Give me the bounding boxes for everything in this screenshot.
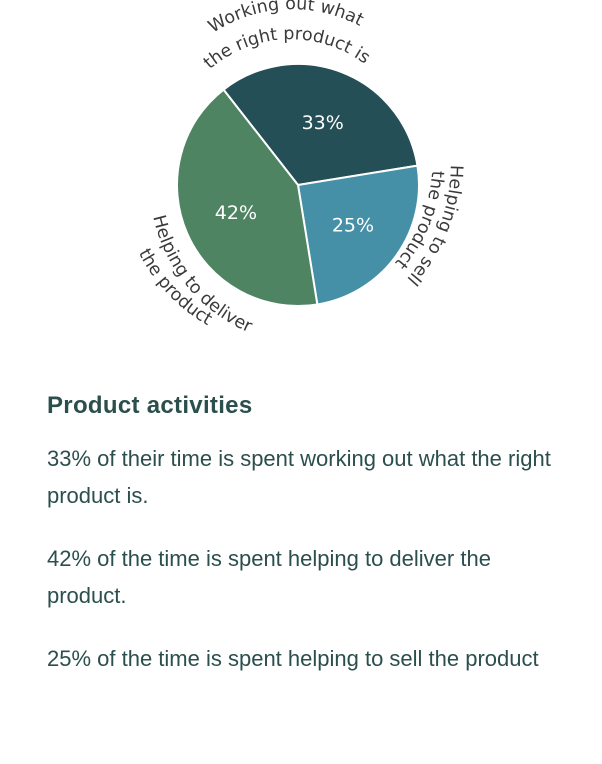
text-section: Product activities 33% of their time is …	[47, 392, 567, 703]
paragraph-sell: 25% of the time is spent helping to sell…	[47, 646, 539, 671]
slice-sell	[297, 164, 420, 306]
paragraph-working-out: 33% of their time is spent working out w…	[47, 446, 551, 508]
slice-deliver	[176, 88, 319, 307]
pie-chart: 33% 25% 42% Working out what the right pro…	[0, 0, 602, 370]
slice-label-25: 25%	[332, 215, 374, 237]
slice-working-out	[222, 63, 419, 186]
paragraph-deliver: 42% of the time is spent helping to deli…	[47, 546, 491, 608]
section-title: Product activities	[47, 392, 253, 419]
slice-label-42: 42%	[215, 202, 257, 224]
pie-chart-svg: 33%25%42% Working out what the right pro…	[134, 0, 466, 337]
slice-label-33: 33%	[302, 112, 344, 134]
